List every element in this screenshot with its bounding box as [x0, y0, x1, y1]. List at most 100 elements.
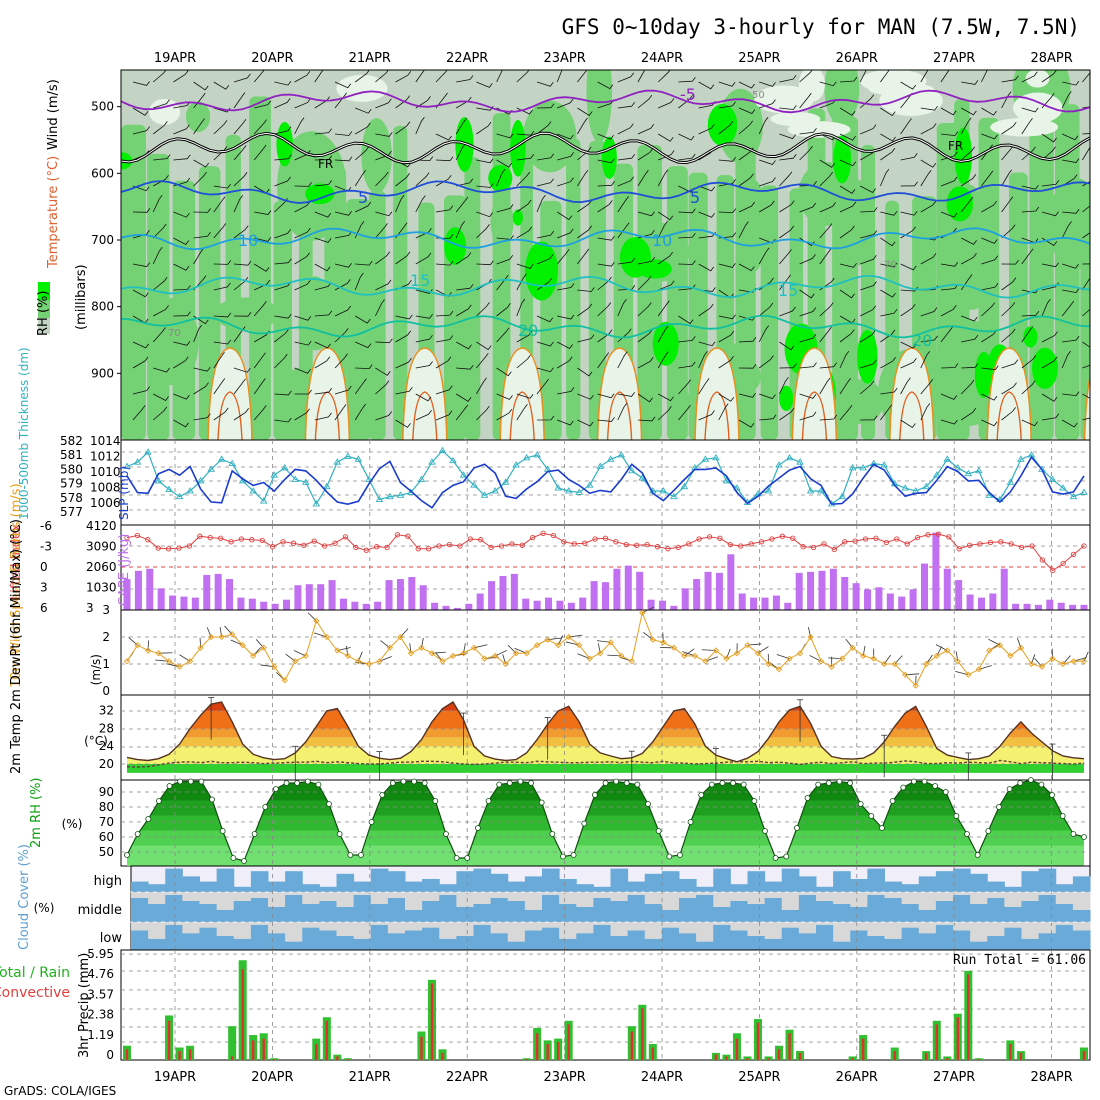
cape-bar	[1034, 604, 1042, 610]
thickness-tick-label: 580	[60, 462, 83, 476]
li-point	[582, 540, 588, 546]
surface-wind-barb	[199, 637, 202, 648]
precip-convective-bar	[630, 1031, 633, 1060]
cloud-gap	[884, 922, 903, 939]
wind-barb	[355, 107, 372, 114]
wind-legend-label: Wind (m/s)	[46, 79, 61, 150]
wind-speed-point	[502, 660, 509, 668]
li-point	[457, 543, 463, 549]
wind-barb	[880, 211, 898, 216]
wind-speed-point	[555, 641, 562, 649]
cloud-bar	[405, 881, 423, 892]
wind-barb	[900, 358, 917, 369]
wind-barb	[981, 365, 999, 371]
wind-barb	[213, 282, 231, 291]
thickness-point	[123, 462, 131, 469]
temperature-contour	[121, 227, 1090, 251]
cloud-gap	[1055, 922, 1074, 925]
cloud-bar	[148, 938, 166, 950]
wind-barb	[395, 387, 413, 395]
wind-barb	[354, 146, 370, 161]
contour-label: 15	[778, 281, 798, 300]
cloud-gap	[679, 922, 697, 934]
wind-speed-point	[123, 658, 131, 665]
date-label-top: 28APR	[1030, 51, 1072, 66]
cloud-bar	[131, 881, 149, 892]
cloud-bar	[1038, 868, 1057, 892]
wind-barb	[981, 302, 996, 317]
wind-barb	[274, 329, 289, 343]
cloud-bar	[867, 895, 885, 922]
wind-barb	[658, 393, 674, 402]
cloud-bar	[405, 910, 423, 922]
cape-bar	[738, 593, 746, 610]
rh-point	[145, 816, 152, 822]
cloud-bar	[524, 930, 543, 950]
cloud-gap	[1021, 922, 1040, 939]
temperature-contour	[121, 89, 1090, 114]
cloud-gap	[199, 892, 218, 904]
wind-barb	[617, 153, 636, 161]
wind-barb	[294, 98, 311, 109]
wind-barb	[152, 327, 166, 343]
rh-column	[393, 125, 408, 440]
rh-band	[127, 844, 1084, 866]
wind-barb	[213, 407, 229, 421]
rh-point	[762, 828, 768, 834]
cloud-gap	[507, 892, 526, 901]
wind-barb	[435, 205, 454, 213]
thickness-point	[1017, 455, 1025, 462]
contour-label: FR	[948, 139, 963, 153]
rh-point	[368, 819, 375, 825]
cloud-gap	[559, 892, 577, 904]
cape-bar	[453, 607, 461, 610]
wind-speed-point	[944, 647, 951, 654]
cape-bar	[761, 597, 769, 610]
wind-barb	[678, 153, 696, 161]
cloud-gap	[233, 922, 252, 939]
li-point	[613, 539, 619, 545]
wind-barb	[557, 283, 575, 291]
wind-barb	[678, 260, 696, 265]
wind-barb	[557, 152, 575, 161]
precip-convective-bar	[188, 1049, 192, 1060]
cloud-bar	[884, 938, 903, 950]
date-label-bottom: 27APR	[933, 1070, 975, 1085]
cape-tick-label: 1030	[86, 581, 117, 595]
wind-barb	[557, 228, 574, 239]
wind-barb	[799, 289, 815, 299]
wind-speed-point	[923, 660, 930, 668]
wind-barb	[152, 223, 167, 239]
rh-point	[634, 781, 641, 788]
wind-barb	[253, 352, 266, 369]
wind-barb	[1021, 248, 1034, 265]
cloud-gap	[456, 922, 474, 936]
wind-barb	[496, 303, 511, 317]
rh-point	[134, 831, 141, 837]
wind-barb	[799, 92, 812, 109]
slp-tick-label: 1008	[90, 481, 121, 495]
wind-barb	[1021, 355, 1037, 369]
wind-barb	[516, 273, 527, 291]
wind-barb	[254, 279, 271, 291]
precip-convective-bar	[420, 1036, 423, 1060]
cape-bar	[1046, 599, 1054, 610]
wind-barb	[213, 120, 228, 135]
wind-barb	[1062, 209, 1080, 214]
temp-label: 2m Temp 2m DewPt (6hr Min/Max) (°C)	[9, 519, 24, 774]
cloud-bar	[559, 938, 577, 950]
cloud-bar	[764, 898, 783, 922]
wind-speed-point	[933, 652, 940, 660]
li-point	[935, 531, 942, 537]
wind-barb	[577, 107, 593, 117]
cloud-bar	[456, 871, 474, 892]
wind-speed-point	[449, 652, 457, 660]
wind-barb	[1041, 180, 1060, 187]
wind-barb	[355, 341, 372, 349]
cloud-gap	[747, 892, 766, 904]
li-point	[873, 535, 879, 541]
wind-barb	[617, 196, 629, 213]
rh-point	[177, 778, 184, 785]
cape-bar	[488, 581, 496, 610]
